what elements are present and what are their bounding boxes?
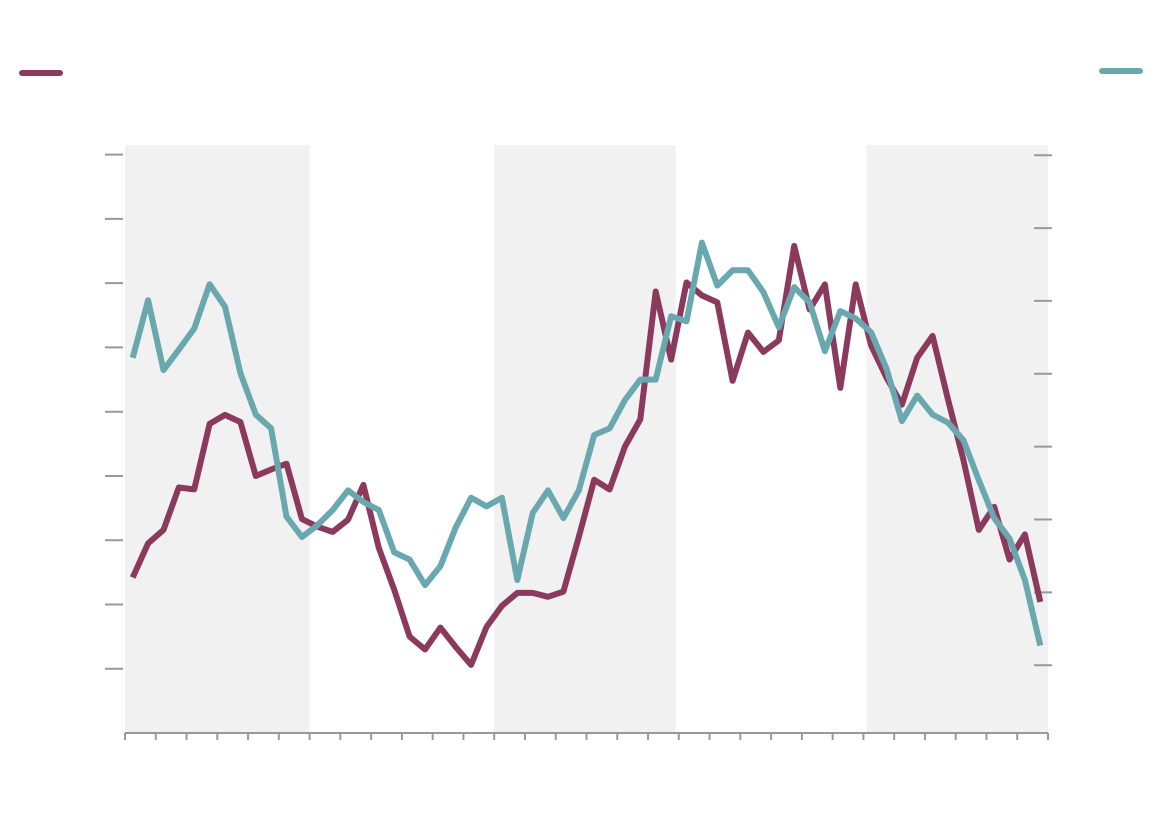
series-line: [129, 239, 1044, 647]
shaded-band: [494, 145, 676, 733]
shaded-band: [125, 145, 310, 733]
